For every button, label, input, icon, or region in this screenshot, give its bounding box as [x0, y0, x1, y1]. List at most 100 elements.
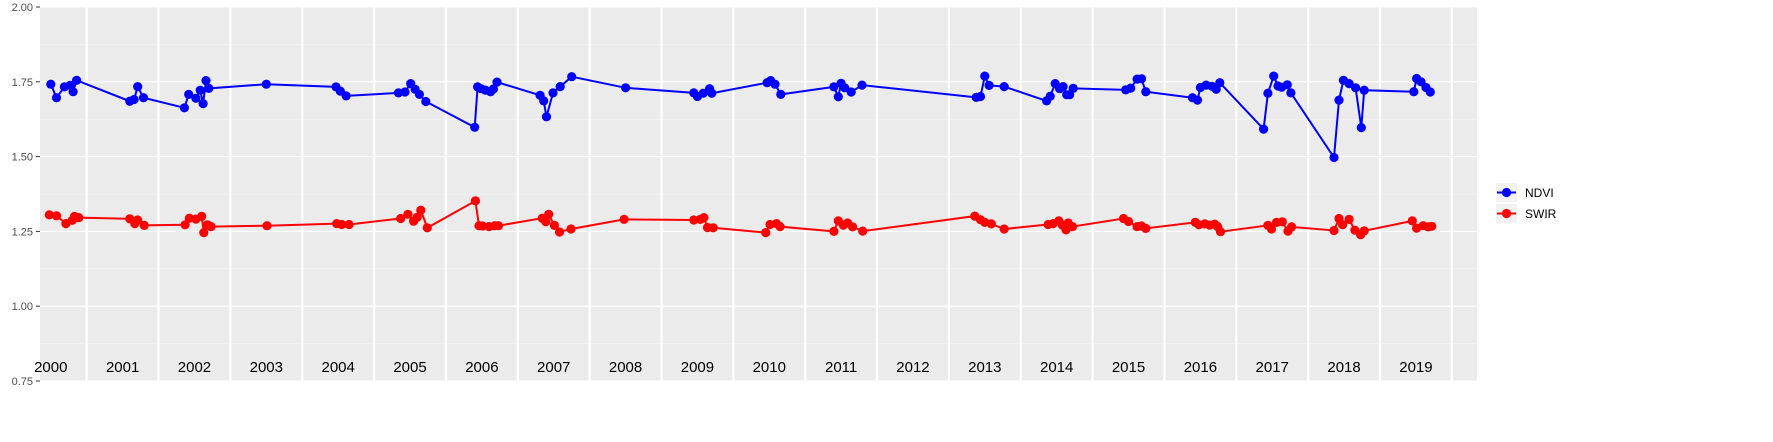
data-point-ndvi: [129, 94, 139, 105]
year-label: 2011: [825, 359, 857, 376]
major-gridlines: [40, 6, 1477, 382]
legend-item-ndvi: NDVI: [1496, 183, 1554, 202]
legend: NDVI SWIR: [1496, 183, 1557, 223]
year-label: 2018: [1327, 359, 1360, 376]
series-layer: [44, 71, 1437, 240]
data-point-ndvi: [1359, 85, 1369, 95]
year-label: 2015: [1112, 359, 1145, 376]
data-point-swir: [133, 215, 143, 225]
data-point-swir: [848, 222, 858, 232]
y-axis: 0.75 1.00 1.25 1.50 1.75 2.00: [12, 2, 40, 388]
data-point-swir: [619, 214, 629, 224]
data-point-swir: [199, 228, 209, 238]
year-label: 2017: [1256, 359, 1289, 376]
data-point-ndvi: [133, 82, 143, 92]
data-point-ndvi: [857, 80, 867, 90]
data-point-ndvi: [414, 89, 424, 99]
data-point-swir: [761, 228, 771, 238]
data-point-ndvi: [984, 80, 994, 90]
y-tick-label: 1.25: [12, 226, 33, 238]
data-point-ndvi: [1068, 83, 1078, 93]
data-point-swir: [51, 211, 62, 221]
data-point-ndvi: [261, 79, 271, 89]
data-point-ndvi: [470, 122, 480, 132]
data-point-swir: [493, 221, 503, 231]
data-point-swir: [1215, 227, 1226, 237]
data-point-ndvi: [1192, 95, 1203, 105]
data-point-ndvi: [1215, 78, 1225, 88]
data-point-ndvi: [421, 96, 431, 107]
data-point-swir: [396, 213, 406, 224]
data-point-ndvi: [201, 76, 211, 86]
data-point-ndvi: [184, 89, 194, 99]
data-point-ndvi: [829, 82, 839, 92]
y-tick-label: 0.75: [12, 376, 33, 388]
data-point-swir: [403, 209, 413, 219]
data-point-ndvi: [1058, 82, 1068, 92]
data-point-ndvi: [555, 82, 565, 92]
data-point-swir: [775, 222, 785, 232]
data-point-ndvi: [341, 91, 351, 101]
year-label: 2019: [1399, 359, 1432, 376]
data-point-ndvi: [1356, 123, 1366, 133]
data-point-ndvi: [1269, 71, 1279, 81]
data-point-ndvi: [1045, 91, 1055, 101]
data-point-swir: [1329, 225, 1339, 236]
data-point-swir: [566, 224, 576, 234]
data-point-ndvi: [72, 75, 82, 85]
data-point-swir: [1067, 222, 1078, 232]
data-point-ndvi: [138, 93, 149, 103]
data-point-swir: [1407, 216, 1417, 226]
data-point-ndvi: [698, 88, 708, 98]
data-point-ndvi: [1286, 88, 1296, 98]
data-point-ndvi: [1259, 124, 1269, 134]
data-point-swir: [1359, 226, 1369, 236]
year-label: 2003: [250, 359, 283, 376]
data-point-ndvi: [1126, 83, 1136, 93]
data-point-ndvi: [1351, 83, 1361, 93]
legend-key-point: [1501, 187, 1512, 198]
data-point-ndvi: [1409, 87, 1419, 97]
data-point-swir: [262, 221, 272, 231]
data-point-ndvi: [46, 79, 56, 89]
year-label: 2002: [178, 359, 211, 376]
y-tick-label: 1.75: [12, 77, 33, 89]
year-label: 2008: [609, 359, 642, 376]
data-point-ndvi: [1344, 79, 1354, 89]
year-label: 2012: [896, 359, 929, 376]
year-label: 2014: [1040, 359, 1073, 376]
data-point-ndvi: [51, 93, 62, 103]
data-point-ndvi: [1141, 87, 1151, 97]
data-point-ndvi: [833, 92, 843, 102]
legend-item-swir: SWIR: [1496, 204, 1557, 223]
data-point-ndvi: [488, 84, 498, 94]
data-point-swir: [470, 196, 480, 206]
year-label: 2006: [465, 359, 498, 376]
data-point-swir: [1338, 220, 1348, 230]
data-point-swir: [1266, 224, 1277, 234]
data-point-swir: [858, 226, 868, 236]
year-labels: 2000 2001 2002 2003 2004 2005 2006 2007 2008 2009…: [34, 359, 1433, 376]
series-swir: [44, 196, 1437, 240]
data-point-swir: [139, 220, 149, 230]
data-point-ndvi: [1334, 95, 1344, 105]
data-point-ndvi: [1263, 88, 1273, 98]
year-label: 2010: [753, 359, 786, 376]
data-point-swir: [708, 223, 718, 233]
data-point-ndvi: [204, 83, 214, 93]
data-point-ndvi: [621, 83, 631, 93]
data-point-swir: [986, 219, 996, 229]
data-point-swir: [180, 220, 190, 230]
year-label: 2001: [106, 359, 139, 376]
data-point-ndvi: [999, 82, 1009, 92]
data-point-ndvi: [1425, 87, 1435, 97]
year-label: 2000: [34, 359, 67, 376]
data-point-swir: [422, 223, 432, 233]
series-ndvi: [46, 71, 1435, 163]
data-point-swir: [44, 210, 54, 220]
data-point-ndvi: [400, 87, 410, 97]
data-point-ndvi: [198, 99, 208, 109]
data-point-swir: [74, 213, 84, 223]
year-label: 2004: [321, 359, 354, 376]
legend-label: NDVI: [1525, 186, 1554, 200]
